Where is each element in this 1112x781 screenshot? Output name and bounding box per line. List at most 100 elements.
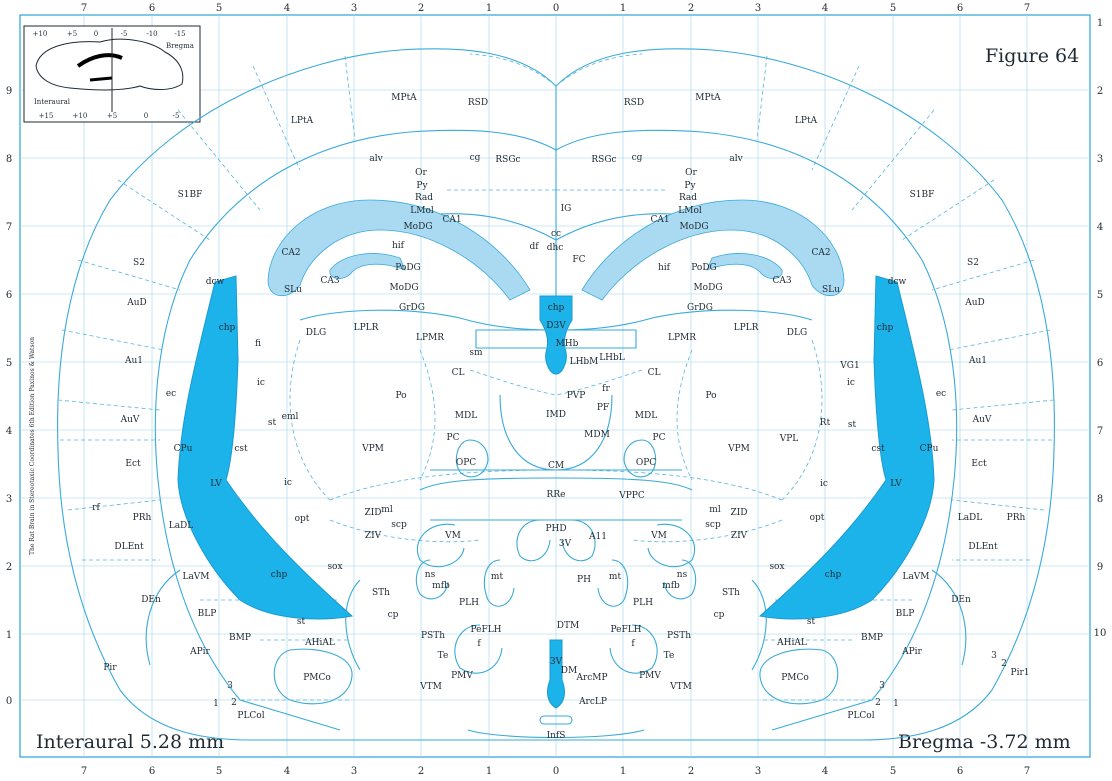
left-tick: 8: [6, 154, 12, 165]
region-right-label: VPM: [727, 444, 750, 454]
region-left-label: ns: [425, 570, 436, 580]
region-left-label: VTM: [419, 682, 442, 692]
region-right-label: APir: [901, 647, 922, 657]
right-tick: 6: [1097, 358, 1103, 369]
region-left-label: cp: [388, 610, 399, 620]
top-tick: 6: [149, 3, 155, 14]
region-right-label: ZID: [730, 508, 747, 518]
region-left-label: CA3: [320, 276, 339, 286]
inset-label: -15: [174, 30, 185, 38]
inset-label: +15: [39, 112, 54, 120]
region-left-label: GrDG: [399, 303, 425, 313]
region-right-label: f: [631, 639, 635, 649]
left-tick: 1: [6, 630, 12, 641]
region-left-label: APir: [189, 647, 210, 657]
region-right-label: LV: [890, 479, 902, 489]
region-right-label: ml: [709, 505, 721, 515]
region-left-label: LPtA: [291, 116, 314, 126]
region-right-label: PLCol: [847, 711, 874, 721]
top-tick: 4: [284, 3, 290, 14]
region-right-label: LaVM: [902, 572, 929, 582]
region-right-label: cg: [632, 153, 643, 163]
region-left-label: DEn: [141, 595, 161, 605]
right-tick: 10: [1094, 628, 1107, 639]
region-midline-label: D3V: [546, 321, 566, 331]
region-left-label: PMV: [451, 671, 473, 681]
region-midline-label: chp: [548, 303, 565, 313]
region-right-label: scp: [705, 520, 721, 530]
region-right-label: MPtA: [695, 93, 721, 103]
right-tick: 4: [1097, 222, 1103, 233]
region-midline-label: FC: [572, 255, 585, 265]
region-right-label: AuV: [972, 415, 992, 425]
region-right-label: 1: [893, 699, 899, 709]
bottom-tick: 0: [553, 766, 559, 777]
region-left-label: 3: [227, 681, 233, 691]
top-tick: 6: [957, 3, 963, 14]
region-midline-label: PF: [597, 403, 609, 413]
region-right-label: 3: [991, 651, 997, 661]
region-midline-label: ArcMP: [575, 673, 607, 683]
region-right-label: dcw: [888, 277, 907, 287]
region-left-label: chp: [271, 570, 288, 580]
region-right-label: CL: [648, 368, 661, 378]
region-right-label: RSD: [624, 98, 644, 108]
region-right-label: 3: [879, 681, 885, 691]
inset-label: Bregma: [166, 42, 194, 50]
region-midline-label: RRe: [547, 490, 566, 500]
region-right-label: Pir1: [1011, 668, 1030, 678]
region-left-label: VPM: [361, 444, 384, 454]
bottom-tick: 6: [149, 766, 155, 777]
region-left-label: CA1: [442, 215, 461, 225]
region-right-label: LaDL: [958, 513, 983, 523]
region-left-label: 1: [213, 699, 219, 709]
region-left-label: f: [477, 639, 481, 649]
left-tick: 5: [6, 358, 12, 369]
inset-label: 0: [94, 30, 98, 38]
region-left-label: mfb: [432, 581, 450, 591]
region-left-label: PoDG: [395, 263, 421, 273]
region-left-label: cst: [234, 444, 248, 454]
region-left-label: MDL: [455, 411, 477, 421]
region-left-label: BMP: [229, 633, 251, 643]
region-right-label: BLP: [896, 609, 915, 619]
left-tick: 9: [6, 86, 12, 97]
region-left-label: chp: [219, 323, 236, 333]
region-right-label: chp: [877, 323, 894, 333]
region-right-label: VPL: [779, 434, 799, 444]
region-right-label: CA1: [650, 215, 669, 225]
left-tick: 6: [6, 290, 12, 301]
region-right-label: ec: [936, 389, 946, 399]
left-tick: 3: [6, 494, 12, 505]
region-right-label: CA2: [811, 248, 830, 258]
region-midline-label: LHbL: [599, 353, 625, 363]
region-left-label: PLCol: [237, 711, 264, 721]
top-tick: 2: [418, 3, 424, 14]
region-right-label: PeFLH: [610, 625, 641, 635]
region-right-label: VTM: [669, 682, 692, 692]
left-tick: 0: [6, 696, 12, 707]
region-right-label: cst: [871, 444, 885, 454]
region-midline-label: IMD: [546, 410, 566, 420]
region-right-label: ic: [847, 378, 855, 388]
region-left-label: LMol: [410, 206, 434, 216]
region-right-label: SLu: [822, 285, 840, 295]
bregma-coordinate: Bregma -3.72 mm: [898, 731, 1071, 753]
top-tick: 1: [486, 3, 492, 14]
region-midline-label: ArcLP: [578, 697, 607, 707]
region-left-label: STh: [372, 588, 390, 598]
region-right-label: Py: [684, 181, 696, 191]
bottom-tick: 3: [351, 766, 357, 777]
bottom-tick: 4: [284, 766, 290, 777]
region-left-label: BLP: [198, 609, 217, 619]
region-right-label: 2: [875, 698, 881, 708]
region-midline-label: DM: [561, 666, 577, 676]
region-left-label: Ect: [125, 459, 141, 469]
region-left-label: DLG: [306, 328, 326, 338]
region-midline-label: DTM: [557, 621, 579, 631]
region-right-label: 2: [1001, 659, 1007, 669]
region-right-label: PC: [653, 433, 666, 443]
axis-ticks: 7 6 5 4 3 2 1 0 1 2 3 4 5 6 77 6 5 4 3 2 1 0 1 2 3 4 5 6 79876543210…: [6, 3, 1107, 777]
region-right-label: STh: [722, 588, 740, 598]
region-right-label: chp: [825, 570, 842, 580]
